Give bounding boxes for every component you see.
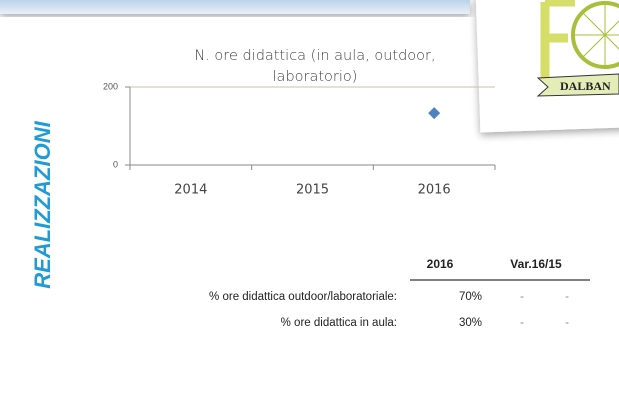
x-tick-label: 2015	[296, 183, 329, 198]
cell: 70%	[459, 291, 482, 303]
cell: -	[565, 291, 569, 303]
x-tick-label: 2016	[418, 183, 451, 198]
row-label: % ore didattica outdoor/laboratoriale:	[209, 291, 397, 303]
cell: 30%	[459, 317, 482, 329]
cell: -	[520, 291, 524, 303]
logo-spokes	[573, 3, 619, 67]
y-tick-label: 200	[103, 81, 118, 91]
logo: DALBAN	[475, 0, 619, 133]
section-label: REALIZZAZIONI	[30, 120, 55, 288]
logo-text: DALBAN	[560, 79, 611, 93]
chart-title: N. ore didattica (in aula, outdoor, labo…	[194, 48, 436, 85]
y-tick-label: 0	[113, 159, 118, 169]
logo-letter	[540, 0, 575, 80]
top-bar	[0, 0, 470, 14]
column-header: 2016	[427, 257, 454, 271]
row-label: % ore didattica in aula:	[281, 317, 397, 329]
x-tick-label: 2014	[174, 183, 207, 198]
logo-banner	[536, 73, 619, 97]
table: 2016 Var.16/15 % ore didattica outdoor/lab…	[209, 257, 590, 329]
logo-card	[475, 0, 619, 133]
column-header: Var.16/15	[510, 257, 562, 271]
point	[428, 107, 441, 120]
cell: -	[520, 317, 524, 329]
chart: 0 200 2014 2015 2016	[103, 81, 496, 198]
cell: -	[565, 317, 569, 329]
